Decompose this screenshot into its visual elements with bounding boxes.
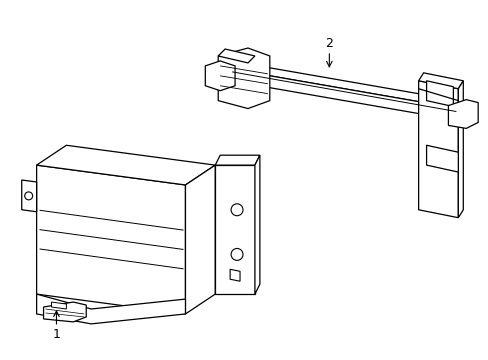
- Polygon shape: [185, 165, 215, 314]
- Polygon shape: [230, 69, 457, 121]
- Polygon shape: [51, 302, 66, 309]
- Polygon shape: [218, 48, 269, 109]
- Polygon shape: [254, 155, 259, 294]
- Polygon shape: [215, 165, 254, 294]
- Polygon shape: [447, 100, 477, 129]
- Circle shape: [231, 204, 243, 216]
- Text: 1: 1: [52, 328, 61, 341]
- Polygon shape: [37, 294, 185, 324]
- Polygon shape: [418, 73, 462, 89]
- Polygon shape: [426, 81, 452, 107]
- Polygon shape: [37, 165, 185, 314]
- Polygon shape: [43, 302, 86, 322]
- Polygon shape: [457, 81, 462, 218]
- Polygon shape: [218, 49, 254, 63]
- Polygon shape: [230, 61, 457, 109]
- Polygon shape: [205, 61, 235, 91]
- Polygon shape: [230, 269, 240, 281]
- Circle shape: [231, 248, 243, 260]
- Polygon shape: [21, 180, 37, 212]
- Polygon shape: [426, 145, 457, 172]
- Polygon shape: [37, 145, 215, 185]
- Polygon shape: [215, 155, 259, 165]
- Circle shape: [25, 192, 33, 200]
- Text: 2: 2: [325, 37, 333, 50]
- Polygon shape: [418, 81, 457, 218]
